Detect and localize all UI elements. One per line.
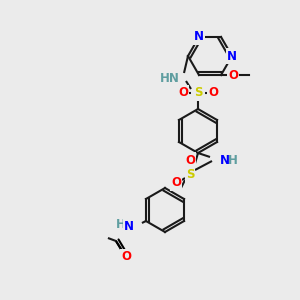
Text: N: N — [194, 30, 204, 44]
Text: H: H — [228, 154, 238, 167]
Text: O: O — [185, 154, 195, 166]
Text: N: N — [124, 220, 134, 232]
Text: O: O — [178, 86, 188, 100]
Text: H: H — [116, 218, 126, 230]
Text: S: S — [186, 169, 194, 182]
Text: HN: HN — [160, 73, 180, 85]
Text: O: O — [121, 250, 131, 263]
Text: S: S — [194, 86, 202, 100]
Text: O: O — [171, 176, 181, 190]
Text: O: O — [208, 86, 218, 100]
Text: N: N — [227, 50, 237, 62]
Text: N: N — [220, 154, 230, 167]
Text: O: O — [228, 69, 238, 82]
